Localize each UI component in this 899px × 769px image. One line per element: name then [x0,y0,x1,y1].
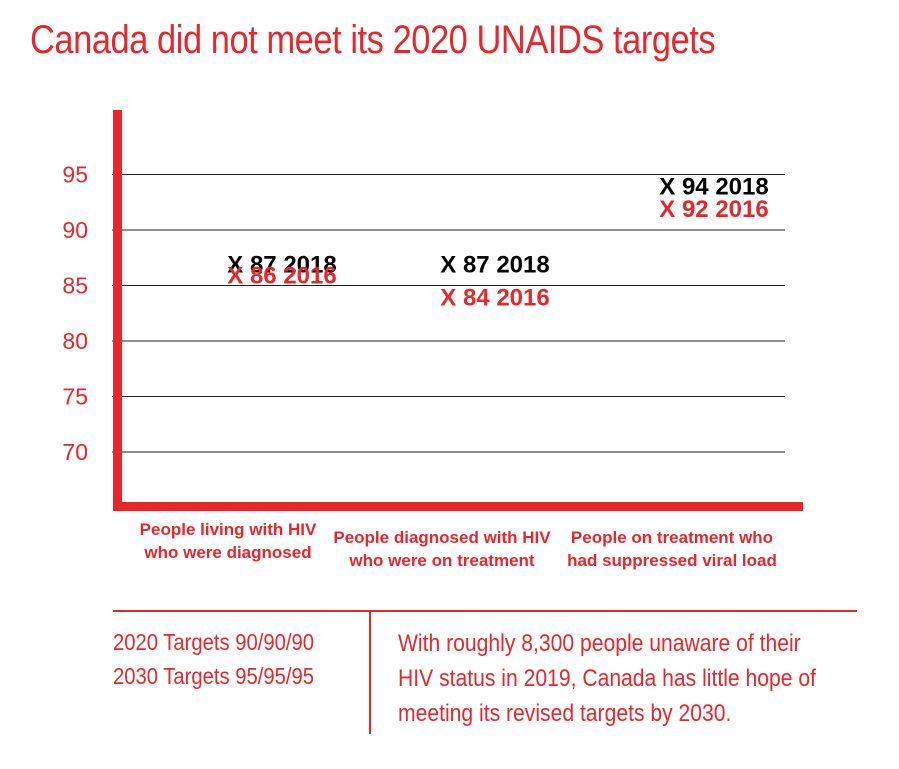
category-label-3-line-2: had suppressed viral load [567,551,777,570]
target-2030: 2030 Targets 95/95/95 [113,663,315,689]
footer-note: With roughly 8,300 people unaware of the… [398,630,816,727]
y-tick-label-95: 95 [62,162,88,188]
data-label-2016-1: X 86 2016 [227,262,336,289]
y-axis [113,110,122,510]
category-label-1: People living with HIV who were diagnose… [108,518,348,564]
category-label-2-line-2: who were on treatment [349,551,535,570]
target-2020: 2020 Targets 90/90/90 [113,629,315,655]
data-label-2018-1: X 87 2018 [227,251,336,278]
y-tick-label-85: 85 [62,273,88,299]
y-tick-label-70: 70 [62,439,88,465]
y-tick-label-75: 75 [62,384,88,410]
category-label-3: People on treatment who had suppressed v… [552,526,792,572]
data-label-2018-2: X 87 2018 [440,251,549,278]
x-axis [113,502,803,511]
category-label-2: People diagnosed with HIV who were on tr… [322,526,562,572]
data-label-2016-2: X 84 2016 [440,285,549,312]
category-label-1-line-2: who were diagnosed [144,543,312,562]
data-label-2016-3: X 92 2016 [659,196,768,223]
chart-title: Canada did not meet its 2020 UNAIDS targ… [30,18,716,62]
footer-divider-vertical [369,610,371,734]
category-label-2-line-1: People diagnosed with HIV [333,528,551,547]
category-label-3-line-1: People on treatment who [570,528,774,547]
data-label-2018-3: X 94 2018 [659,174,768,201]
y-tick-label-80: 80 [62,328,88,354]
category-label-1-line-1: People living with HIV [139,520,317,539]
y-tick-label-90: 90 [62,217,88,243]
targets-block: 2020 Targets 90/90/90 2030 Targets 95/95… [113,625,314,693]
footer-divider-horizontal [113,610,857,612]
